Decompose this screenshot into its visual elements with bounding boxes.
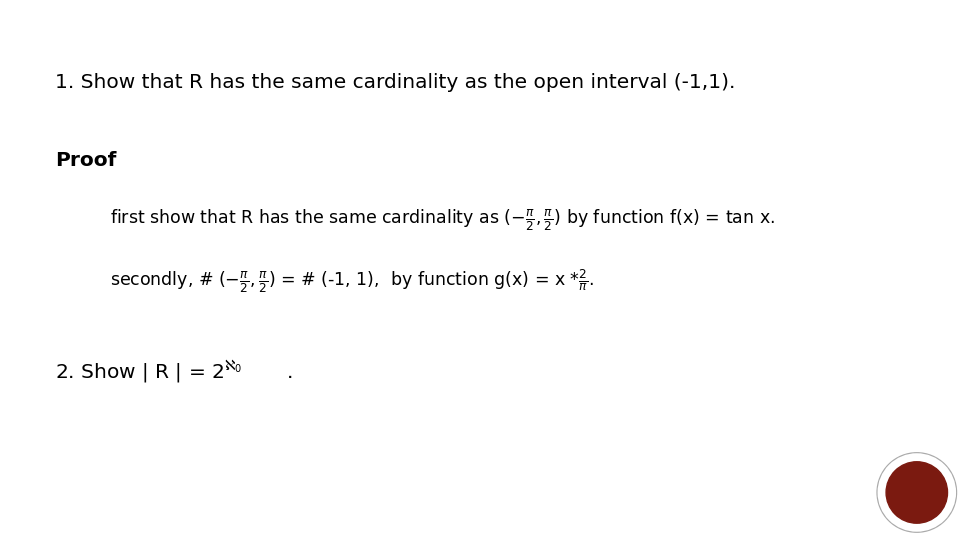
Ellipse shape bbox=[886, 462, 948, 523]
Text: 2. Show | R | = $2^{\aleph_0}$       .: 2. Show | R | = $2^{\aleph_0}$ . bbox=[55, 359, 293, 386]
Text: Proof: Proof bbox=[55, 151, 116, 170]
Text: 1. Show that R has the same cardinality as the open interval (-1,1).: 1. Show that R has the same cardinality … bbox=[55, 73, 735, 92]
Text: secondly, # $(-\frac{\pi}{2}, \frac{\pi}{2})$ = # (-1, 1),  by function g(x) = x: secondly, # $(-\frac{\pi}{2}, \frac{\pi}… bbox=[110, 267, 594, 295]
Text: first show that R has the same cardinality as $(-\frac{\pi}{2}, \frac{\pi}{2})$ : first show that R has the same cardinali… bbox=[110, 208, 776, 233]
